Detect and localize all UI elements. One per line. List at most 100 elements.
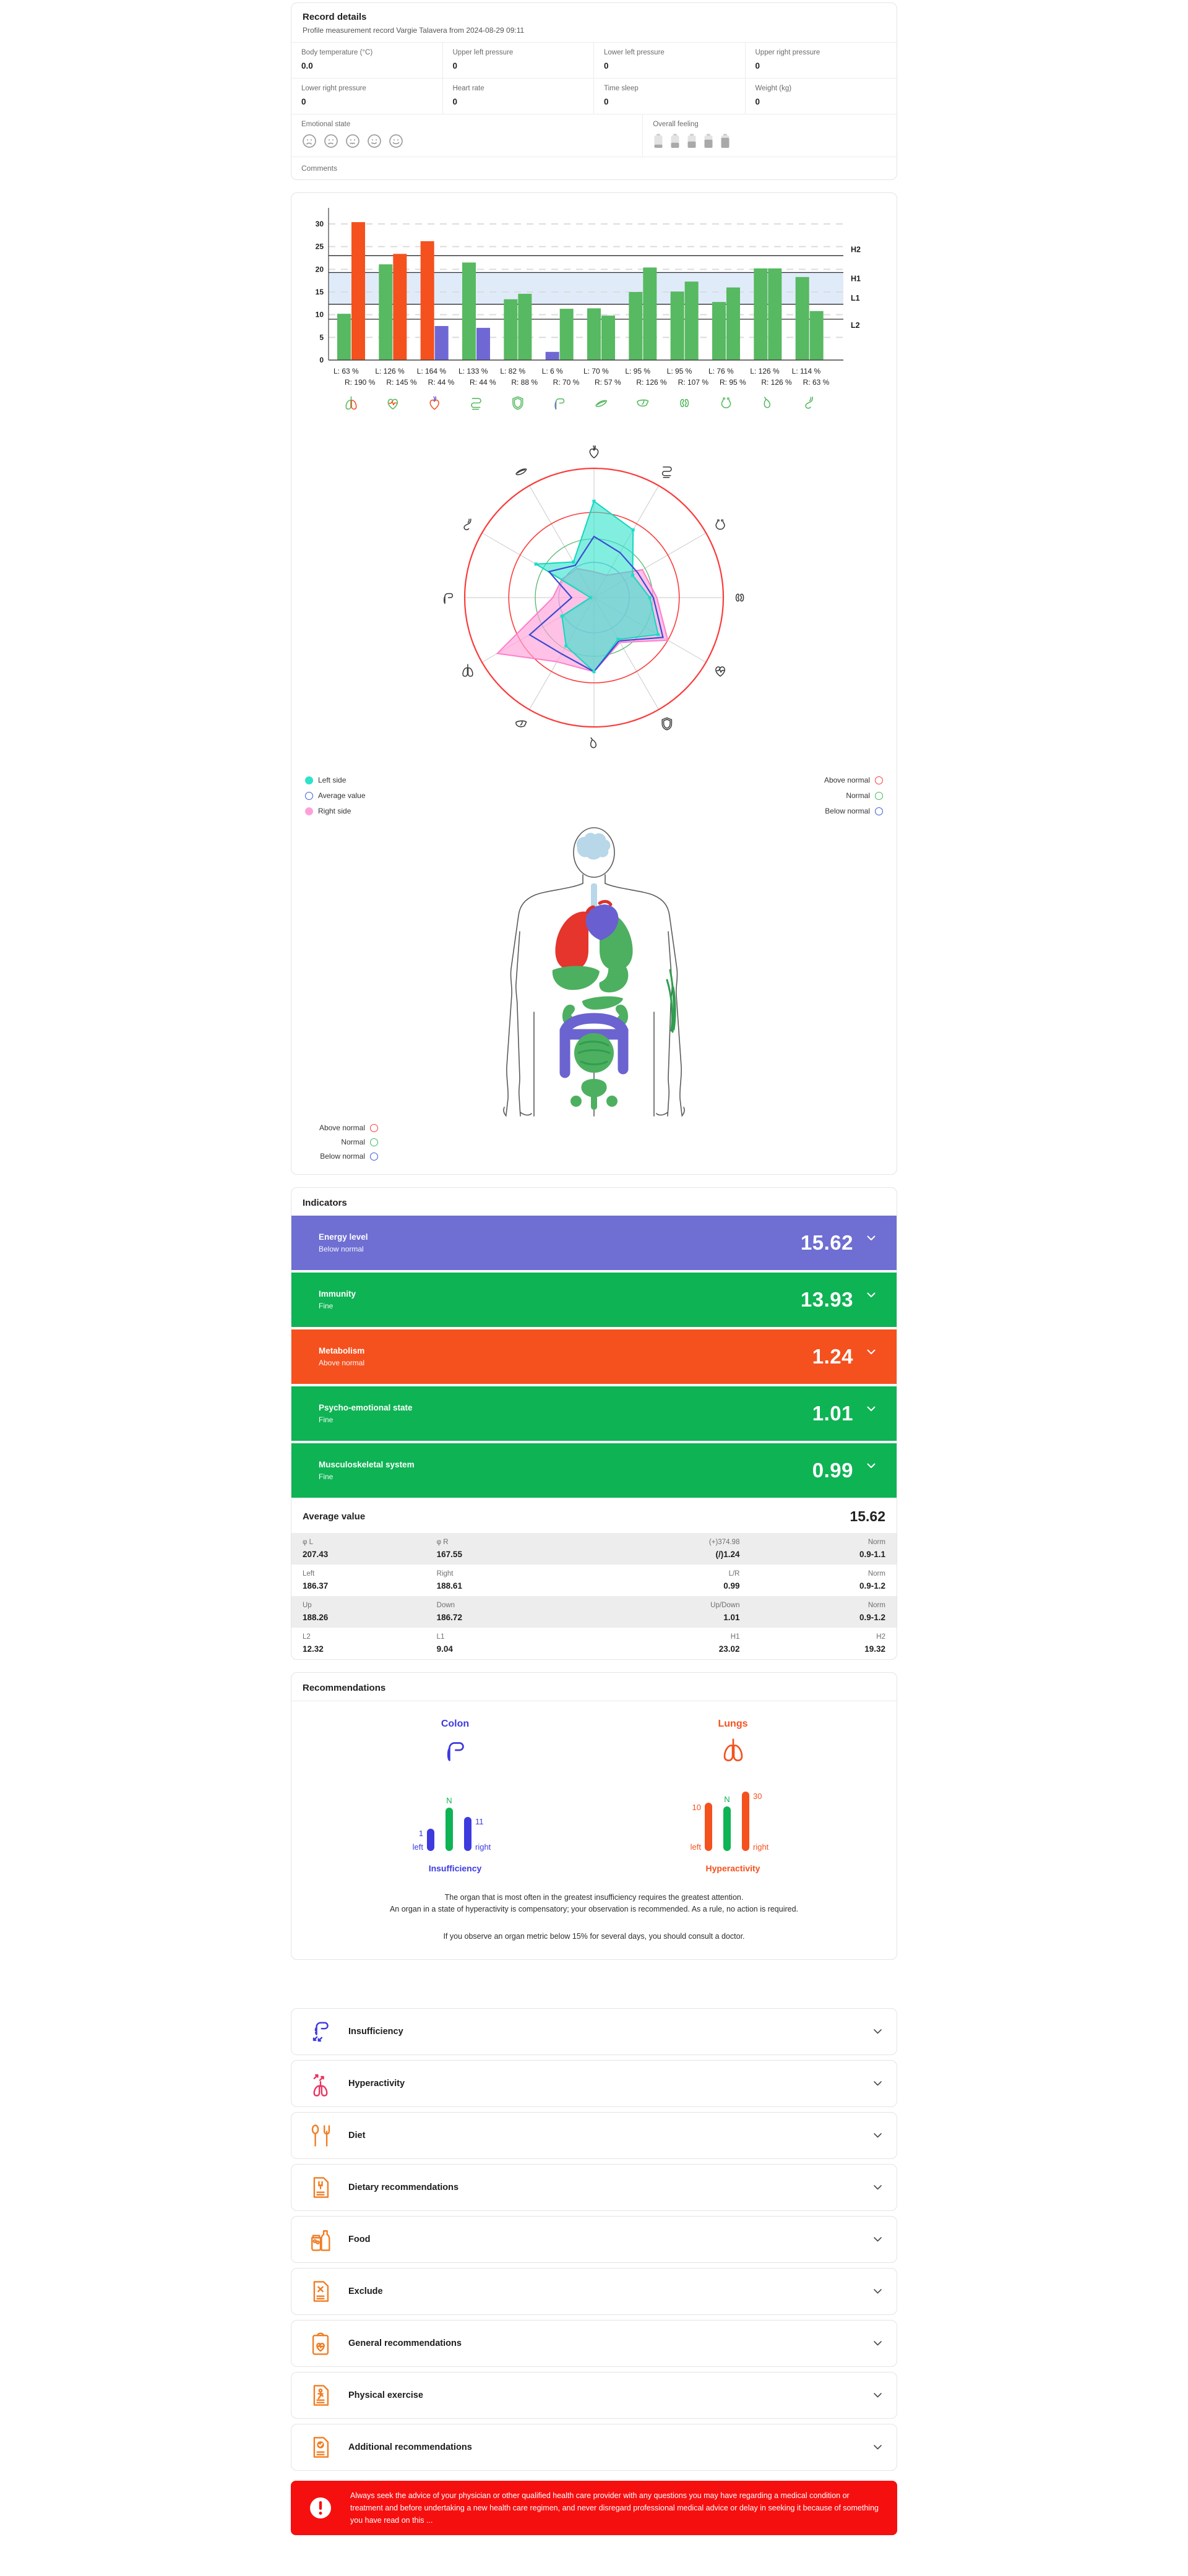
overall-feeling-rating[interactable]	[653, 133, 887, 149]
right-lung-organ	[555, 911, 588, 971]
svg-text:R: 44 %: R: 44 %	[428, 378, 455, 387]
body-anatomy-diagram	[291, 822, 897, 1120]
battery-icon[interactable]	[669, 133, 681, 149]
very-sad-face-icon[interactable]	[301, 133, 317, 149]
chevron-down-icon[interactable]	[867, 1235, 876, 1241]
field-label: Upper right pressure	[755, 49, 820, 56]
bar-right-colon	[559, 309, 574, 360]
brain-organ	[576, 833, 611, 860]
legend-swatch-blue-outline	[370, 1152, 378, 1161]
svg-text:30: 30	[316, 220, 324, 228]
doc-diet-icon	[313, 2176, 329, 2198]
vessels-icon	[589, 445, 599, 458]
accordion-item-exclude[interactable]: Exclude	[291, 2267, 897, 2315]
measurement-stats-table: φ L 207.43 φ R 167.55 (+)374.98 (/)1.24 Norm 0.…	[291, 1533, 897, 1659]
indicator-row-metabolism[interactable]: Metabolism Above normal 1.24	[291, 1329, 897, 1384]
svg-text:L: 95 %: L: 95 %	[667, 367, 692, 376]
warning-icon	[307, 2494, 334, 2522]
indicator-row-immunity[interactable]: Immunity Fine 13.93	[291, 1273, 897, 1327]
record-field: Body temperature (°C) 0.0	[291, 43, 443, 79]
legend-item: Above normal	[305, 1123, 378, 1132]
legend-swatch-blue-outline	[305, 791, 313, 800]
accordion-item-physical-exercise[interactable]: Physical exercise	[291, 2371, 897, 2419]
food-icon	[311, 2230, 330, 2251]
legend-item: Above normal	[824, 776, 883, 784]
svg-text:L: 95 %: L: 95 %	[625, 367, 650, 376]
indicator-row-psycho-emotional-state[interactable]: Psycho-emotional state Fine 1.01	[291, 1386, 897, 1441]
battery-icon[interactable]	[703, 133, 714, 149]
stomach-organ	[599, 960, 629, 993]
battery-icon[interactable]	[720, 133, 731, 149]
happy-face-icon[interactable]	[388, 133, 404, 149]
overall-feeling-label: Overall feeling	[653, 121, 699, 128]
legend-item: Average value	[305, 791, 366, 800]
battery-icon[interactable]	[653, 133, 664, 149]
accordion-item-additional-recommendations[interactable]: Additional recommendations	[291, 2423, 897, 2471]
accordion-item-general-recommendations[interactable]: General recommendations	[291, 2319, 897, 2367]
legend-item: Right side	[305, 807, 366, 815]
field-label: Body temperature (°C)	[301, 49, 373, 56]
average-value: 15.62	[850, 1508, 885, 1524]
accordion-item-diet[interactable]: Diet	[291, 2111, 897, 2159]
liver-icon	[637, 399, 649, 407]
chevron-down-icon[interactable]	[874, 2340, 882, 2346]
chevron-down-icon[interactable]	[874, 2184, 882, 2190]
svg-text:L: 63 %: L: 63 %	[334, 367, 359, 376]
chevron-down-icon[interactable]	[867, 1406, 876, 1412]
field-value: 0	[755, 97, 760, 106]
accordion-item-food[interactable]: Food	[291, 2215, 897, 2263]
mood-row: Emotional state Overall feeling	[291, 114, 897, 157]
wry-face-icon[interactable]	[345, 133, 361, 149]
kidneys-icon	[735, 593, 744, 602]
doc-exercise-icon	[313, 2384, 329, 2406]
svg-text:R: 44 %: R: 44 %	[470, 378, 496, 387]
bar-right-vessels	[434, 326, 449, 360]
legend-item: Normal	[305, 1138, 378, 1146]
chevron-down-icon[interactable]	[874, 2029, 882, 2034]
chevron-down-icon[interactable]	[867, 1349, 876, 1355]
legend-swatch-pink-filled	[305, 807, 313, 815]
field-value: 0	[452, 61, 458, 71]
recommendation-note-3: If you observe an organ metric below 15%…	[443, 1931, 745, 1941]
sad-face-icon[interactable]	[323, 133, 339, 149]
colon-icon	[447, 1742, 464, 1761]
smile-face-icon[interactable]	[366, 133, 382, 149]
svg-text:L2: L2	[851, 321, 860, 330]
bar-left-intestine	[462, 262, 476, 360]
average-value-row: Average value 15.62	[291, 1500, 897, 1533]
chevron-down-icon[interactable]	[874, 2080, 882, 2086]
chevron-down-icon[interactable]	[867, 1292, 876, 1298]
svg-text:R: 126 %: R: 126 %	[636, 378, 667, 387]
emotional-state-rating[interactable]	[301, 133, 632, 149]
chevron-down-icon[interactable]	[874, 2236, 882, 2242]
svg-text:L1: L1	[851, 294, 860, 303]
accordion-item-dietary-recommendations[interactable]: Dietary recommendations	[291, 2163, 897, 2211]
accordion-item-hyperactivity[interactable]: Hyperactivity	[291, 2059, 897, 2107]
svg-text:L: 114 %: L: 114 %	[792, 367, 821, 376]
immunity-icon	[512, 396, 523, 410]
indicator-row-musculoskeletal-system[interactable]: Musculoskeletal system Fine 0.99	[291, 1443, 897, 1498]
battery-icon[interactable]	[686, 133, 697, 149]
record-fields-grid: Body temperature (°C) 0.0 Upper left pre…	[291, 42, 897, 114]
bar-left-kidneys	[670, 291, 684, 360]
record-field: Lower right pressure 0	[291, 79, 443, 114]
comments-field[interactable]: Comments	[291, 157, 897, 179]
intestine-icon	[661, 466, 672, 478]
gallbladder-icon	[764, 397, 770, 408]
field-value: 0.0	[301, 61, 313, 71]
svg-text:N: N	[446, 1796, 452, 1805]
chevron-down-icon[interactable]	[874, 2392, 882, 2398]
bar-right-heart	[393, 254, 407, 360]
svg-text:H1: H1	[851, 274, 861, 283]
svg-text:H2: H2	[851, 245, 861, 254]
kidneys-icon	[680, 398, 689, 408]
chevron-down-icon[interactable]	[874, 2444, 882, 2450]
liver-icon	[515, 720, 527, 728]
chevron-down-icon[interactable]	[874, 2288, 882, 2294]
accordion-item-insufficiency[interactable]: Insufficiency	[291, 2007, 897, 2055]
bladder-icon	[715, 519, 725, 530]
svg-text:0: 0	[319, 356, 324, 364]
chevron-down-icon[interactable]	[874, 2132, 882, 2138]
indicator-row-energy-level[interactable]: Energy level Below normal 15.62	[291, 1216, 897, 1270]
chevron-down-icon[interactable]	[867, 1463, 876, 1469]
